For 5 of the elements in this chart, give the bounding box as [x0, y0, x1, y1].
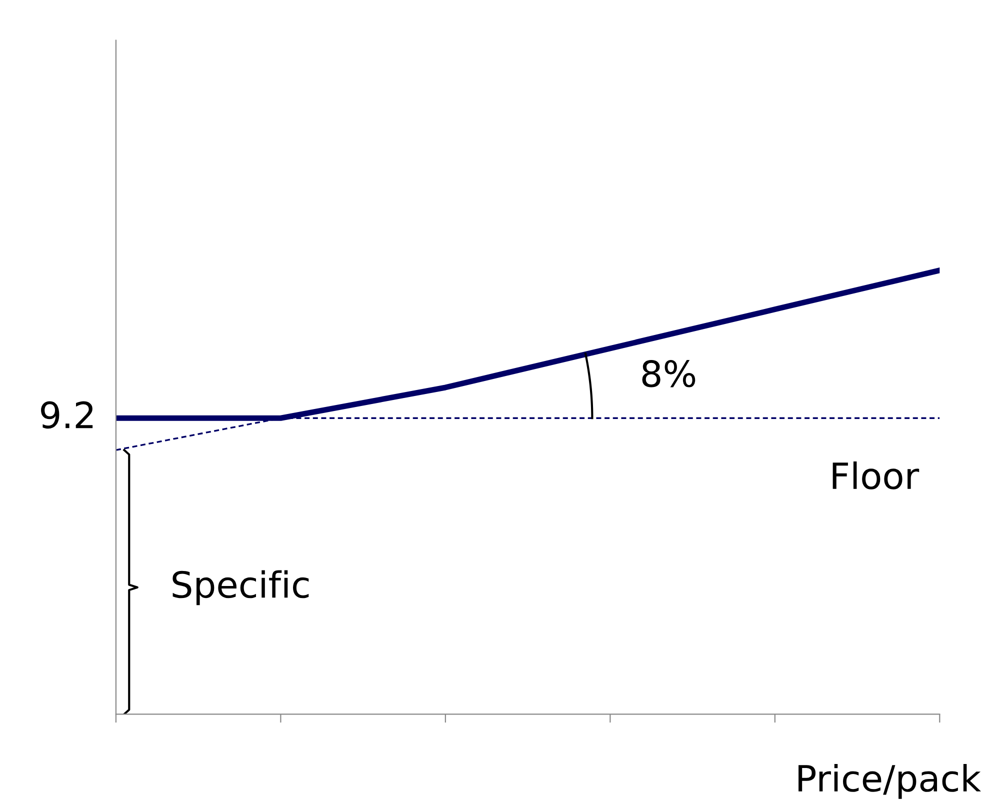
- annotation: Specific: [172, 570, 309, 606]
- annotation: 8%: [642, 360, 696, 388]
- text: 9.2: [41, 401, 93, 429]
- annotation: Floor: [832, 461, 920, 490]
- x-axis-title: Price/pack: [798, 764, 981, 799]
